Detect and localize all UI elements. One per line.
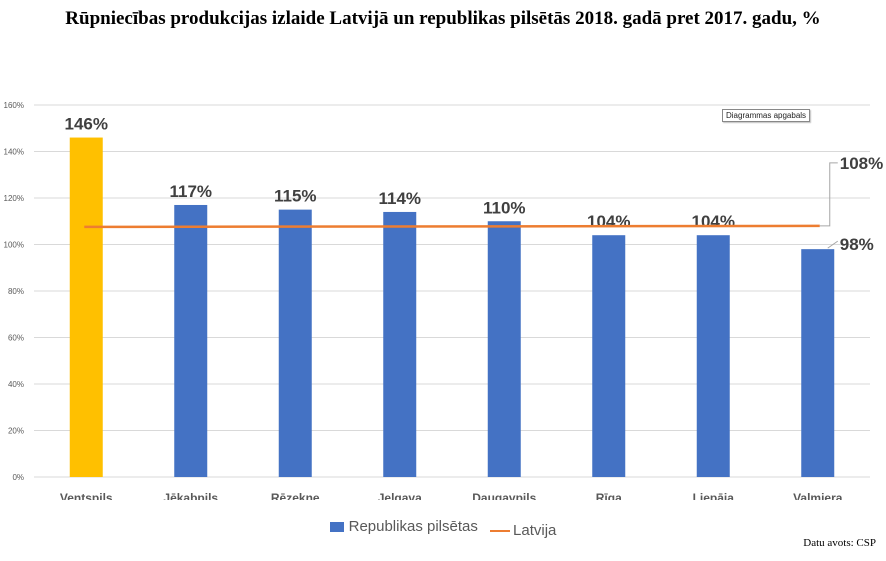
legend-bar-label: Republikas pilsētas — [348, 518, 478, 535]
bar-value-label: 146% — [65, 115, 108, 134]
bar-value-label: 104% — [692, 212, 735, 231]
data-source-note: Datu avots: CSP — [803, 537, 876, 549]
x-category-label: Ventspils — [60, 491, 113, 500]
bar — [383, 211, 417, 477]
x-category-label: Daugavpils — [472, 491, 536, 500]
y-tick-label: 80% — [8, 287, 24, 296]
y-tick-label: 20% — [8, 427, 24, 436]
latvija-value-label: 108% — [840, 154, 883, 173]
y-tick-label: 0% — [12, 473, 24, 482]
legend-item-line: Latvija — [490, 522, 556, 539]
y-tick-label: 60% — [8, 334, 24, 343]
y-tick-label: 100% — [4, 241, 24, 250]
x-category-label: Valmiera — [793, 491, 843, 500]
bar-value-label: 110% — [483, 198, 526, 217]
chart-plot-area[interactable]: 0% 20% 40% 60% 80% 100% 120% 140% 160% 146% Ventsp… — [0, 0, 886, 500]
legend-item-bars: Republikas pilsētas — [329, 518, 478, 535]
bar — [174, 204, 208, 477]
bar — [801, 249, 835, 477]
bar — [69, 137, 103, 478]
y-tick-label: 140% — [4, 148, 24, 157]
chart-title: Rūpniecības produkcijas izlaide Latvijā … — [65, 8, 821, 29]
chart-area-tooltip: Diagrammas apgabals — [722, 109, 811, 122]
bar-value-label: 98% — [840, 235, 874, 254]
x-category-label: Rīga — [596, 491, 622, 500]
legend-line-label: Latvija — [513, 522, 557, 539]
bar — [278, 209, 312, 477]
latvija-line — [84, 224, 820, 229]
last-bar-label-leader — [827, 240, 839, 249]
legend-bar-swatch — [329, 521, 344, 532]
bar-value-label: 104% — [587, 212, 630, 231]
latvija-label-leader — [819, 162, 838, 227]
y-tick-label: 120% — [4, 194, 24, 203]
bar — [592, 235, 626, 477]
x-category-label: Liepāja — [693, 491, 735, 500]
bar — [696, 235, 730, 477]
y-tick-label: 40% — [8, 380, 24, 389]
chart-legend: Republikas pilsētas Latvija — [0, 518, 886, 539]
y-tick-label: 160% — [4, 101, 24, 110]
x-category-label: Rēzekne — [271, 491, 320, 500]
bar-value-label: 117% — [169, 182, 212, 201]
legend-line-swatch — [490, 529, 511, 532]
bar — [487, 221, 521, 477]
x-category-label: Jēkabpils — [163, 491, 218, 500]
x-category-label: Jelgava — [378, 491, 422, 500]
bar-value-label: 114% — [378, 189, 421, 208]
bar-value-label: 115% — [274, 187, 317, 206]
